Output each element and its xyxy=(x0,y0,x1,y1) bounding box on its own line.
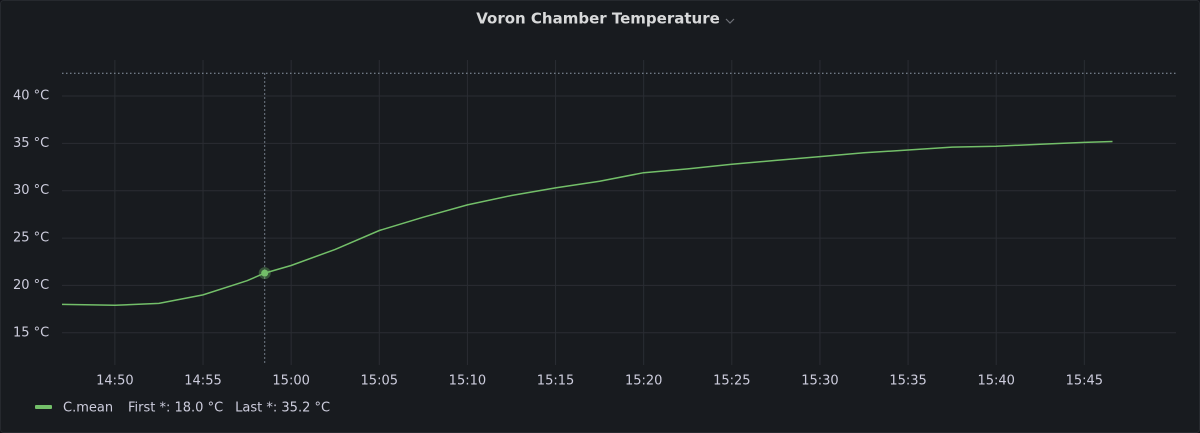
hover-point-core xyxy=(261,269,269,277)
x-tick-label: 15:10 xyxy=(449,374,486,389)
legend-label[interactable]: C.mean xyxy=(63,401,113,416)
x-tick-label: 15:00 xyxy=(272,374,309,389)
y-tick-label: 15 °C xyxy=(13,325,49,340)
legend-stat: Last *: 35.2 °C xyxy=(235,401,330,416)
y-tick-label: 35 °C xyxy=(13,136,49,151)
x-tick-label: 14:55 xyxy=(184,374,221,389)
legend-swatch xyxy=(35,405,52,409)
x-tick-label: 15:30 xyxy=(801,374,838,389)
y-tick-label: 30 °C xyxy=(13,183,49,198)
x-tick-label: 15:40 xyxy=(977,374,1014,389)
x-tick-label: 15:45 xyxy=(1066,374,1103,389)
x-tick-label: 14:50 xyxy=(96,374,133,389)
series-line xyxy=(61,140,1113,307)
legend-stat: First *: 18.0 °C xyxy=(128,401,223,416)
x-tick-label: 15:15 xyxy=(537,374,574,389)
y-tick-label: 20 °C xyxy=(13,278,49,293)
title-menu-icon[interactable] xyxy=(725,18,735,24)
x-tick-label: 15:35 xyxy=(889,374,926,389)
x-tick-label: 15:25 xyxy=(713,374,750,389)
x-tick-label: 15:05 xyxy=(361,374,398,389)
y-tick-label: 25 °C xyxy=(13,231,49,246)
x-tick-label: 15:20 xyxy=(625,374,662,389)
y-tick-label: 40 °C xyxy=(13,88,49,103)
chart-title: Voron Chamber Temperature xyxy=(476,10,720,28)
